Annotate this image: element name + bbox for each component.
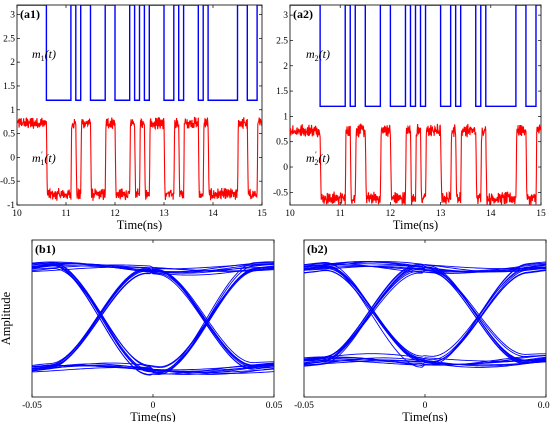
y-tick-label: 0.5 bbox=[3, 130, 15, 140]
x-tick-label: 0 bbox=[423, 401, 428, 411]
label-red-signal: m' 2(t) bbox=[306, 150, 330, 167]
signal-label-arg: (t) bbox=[44, 151, 55, 165]
x-tick-label: 12 bbox=[386, 209, 396, 219]
chart-panel-b1: -0.05 0 0.05 Time(ns) Amplitude (b1) bbox=[0, 239, 283, 422]
series-m2 bbox=[290, 5, 541, 107]
signal-label-main: m bbox=[32, 151, 41, 165]
series-m1 bbox=[17, 5, 262, 101]
x-tick-label: 14 bbox=[208, 209, 218, 219]
x-tick-label: 0.05 bbox=[538, 401, 550, 411]
signal-label-arg: (t) bbox=[319, 47, 330, 61]
x-tick-label: 15 bbox=[257, 209, 267, 219]
plot-area bbox=[17, 5, 262, 201]
y-tick-label: 3 bbox=[10, 11, 15, 21]
eye-trace bbox=[32, 263, 274, 366]
x-tick-label: 13 bbox=[159, 209, 169, 219]
y-tick-label: -1 bbox=[7, 201, 15, 211]
x-tick-label: -0.05 bbox=[294, 401, 314, 411]
y-tick-label: 2.5 bbox=[276, 36, 288, 46]
x-axis-label: Time(ns) bbox=[117, 218, 162, 232]
label-blue-signal: m1(t) bbox=[32, 47, 56, 63]
x-axis-label: Time(ns) bbox=[402, 410, 447, 422]
y-tick-label: -0.5 bbox=[273, 188, 288, 198]
x-tick-label: 0 bbox=[151, 401, 156, 411]
x-tick-label: 12 bbox=[110, 209, 120, 219]
eye-trace bbox=[304, 264, 546, 362]
signal-label-sub: 1 bbox=[40, 158, 44, 167]
plot-area bbox=[290, 5, 541, 205]
signal-label-main: m bbox=[306, 151, 315, 165]
y-tick-label: 1 bbox=[10, 106, 15, 116]
eye-trace bbox=[304, 264, 546, 365]
label-red-signal: m' 1(t) bbox=[32, 150, 56, 167]
y-tick-label: 2 bbox=[10, 58, 15, 68]
eye-trace bbox=[32, 262, 274, 368]
x-axis-label: Time(ns) bbox=[130, 410, 175, 422]
y-tick-label: 1.5 bbox=[276, 87, 288, 97]
label-blue-signal: m2(t) bbox=[306, 47, 330, 63]
series-m2-recovered bbox=[290, 123, 541, 205]
x-tick-label: 0.05 bbox=[266, 401, 283, 411]
x-tick-label: -0.05 bbox=[22, 401, 42, 411]
y-tick-label: 1 bbox=[283, 112, 288, 122]
signal-label-prime: ' bbox=[315, 150, 317, 159]
panel-label: (b2) bbox=[307, 242, 328, 256]
chart-panel-b2: -0.05 0 0.05 Time(ns) (b2) bbox=[294, 239, 550, 422]
signal-label-arg: (t) bbox=[318, 151, 329, 165]
eye-trace bbox=[304, 264, 546, 273]
eye-trace bbox=[304, 264, 546, 367]
x-tick-label: 15 bbox=[536, 209, 546, 219]
y-tick-label: 0 bbox=[283, 163, 288, 173]
plot-area bbox=[32, 261, 274, 376]
panel-label: (b1) bbox=[35, 242, 56, 256]
y-tick-label: 2 bbox=[283, 62, 288, 72]
x-tick-label: 11 bbox=[61, 209, 70, 219]
signal-label-sub: 2 bbox=[314, 158, 318, 167]
eye-trace bbox=[304, 265, 546, 273]
chart-panel-a1: 10 11 12 13 14 15-1-0.500.511.522.53Time(ns)m… bbox=[0, 4, 267, 232]
eye-trace bbox=[304, 261, 546, 361]
signal-label-main: m bbox=[306, 47, 315, 61]
eye-trace bbox=[304, 261, 546, 365]
y-tick-label: 1.5 bbox=[3, 82, 15, 92]
chart-panel-a2: 10 11 12 13 14 15-0.500.511.522.53Time(ns)m2(… bbox=[273, 4, 546, 232]
x-tick-label: 14 bbox=[486, 209, 496, 219]
signal-label-arg: (t) bbox=[45, 47, 56, 61]
signal-label-main: m bbox=[32, 47, 41, 61]
y-tick-label: 0.5 bbox=[276, 138, 288, 148]
eye-trace bbox=[32, 264, 274, 272]
eye-trace bbox=[304, 269, 546, 367]
panel-label: (a1) bbox=[20, 7, 40, 21]
x-tick-label: 10 bbox=[12, 209, 22, 219]
signal-label-prime: ' bbox=[41, 150, 43, 159]
y-tick-label: 3 bbox=[283, 11, 288, 21]
eye-trace bbox=[32, 265, 274, 373]
x-tick-label: 13 bbox=[436, 209, 446, 219]
eye-trace bbox=[32, 267, 274, 372]
y-tick-label: -0.5 bbox=[0, 177, 15, 187]
plot-area bbox=[304, 260, 546, 368]
x-tick-label: 10 bbox=[285, 209, 295, 219]
x-axis-label: Time(ns) bbox=[393, 218, 438, 232]
signal-label-sub: 2 bbox=[315, 54, 319, 63]
signal-label-sub: 1 bbox=[41, 54, 45, 63]
series-m1-recovered bbox=[17, 116, 262, 201]
x-tick-label: 11 bbox=[336, 209, 345, 219]
y-tick-label: 0 bbox=[10, 153, 15, 163]
eye-trace bbox=[304, 266, 546, 357]
y-axis-label: Amplitude bbox=[0, 291, 13, 345]
panel-label: (a2) bbox=[293, 7, 313, 21]
y-tick-label: 2.5 bbox=[3, 34, 15, 44]
eye-trace bbox=[32, 263, 274, 374]
